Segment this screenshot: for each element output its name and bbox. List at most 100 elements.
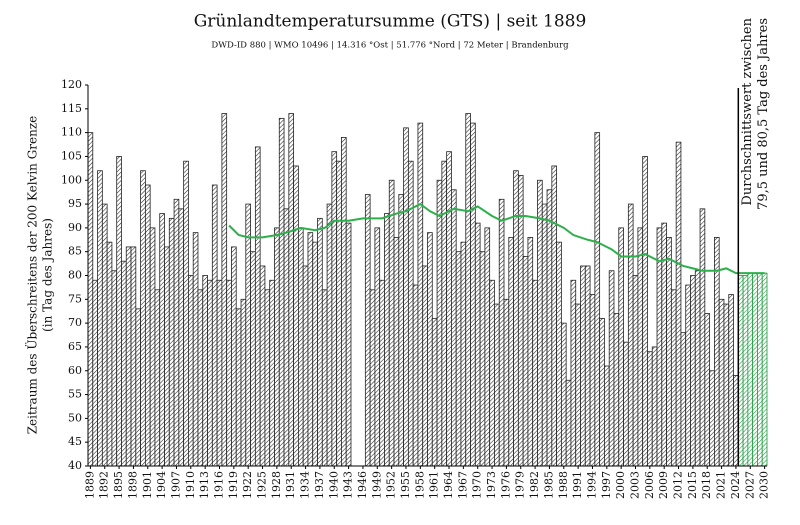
bar bbox=[364, 194, 371, 467]
x-tick-label: 1988 bbox=[557, 471, 570, 499]
bar bbox=[231, 246, 237, 467]
bar bbox=[470, 122, 476, 467]
bar bbox=[135, 308, 141, 467]
bar bbox=[723, 303, 730, 467]
bar bbox=[226, 279, 232, 467]
bar bbox=[422, 265, 428, 467]
x-tick-label: 1919 bbox=[227, 471, 240, 499]
bar bbox=[336, 160, 342, 467]
bar bbox=[92, 279, 98, 467]
y-tick-label: 45 bbox=[68, 435, 82, 448]
bar bbox=[694, 270, 701, 467]
bar bbox=[728, 294, 734, 467]
x-tick-label: 2015 bbox=[686, 471, 699, 499]
bar bbox=[565, 379, 572, 467]
y-tick-label: 40 bbox=[68, 459, 82, 472]
x-tick-label: 2006 bbox=[643, 471, 656, 499]
x-tick-label: 1892 bbox=[98, 471, 111, 499]
bar bbox=[460, 241, 467, 467]
bar bbox=[379, 279, 385, 467]
y-tick-label: 75 bbox=[68, 292, 82, 305]
y-tick-label: 105 bbox=[61, 149, 82, 162]
bar bbox=[116, 156, 122, 467]
bar bbox=[211, 184, 218, 467]
y-tick-label: 85 bbox=[68, 245, 82, 258]
x-tick-label: 1895 bbox=[112, 471, 125, 499]
bar bbox=[173, 198, 180, 467]
x-tick-label: 1997 bbox=[600, 471, 613, 499]
bar bbox=[293, 165, 299, 467]
x-tick-label: 1979 bbox=[514, 471, 527, 499]
chart-title: Grünlandtemperatursumme (GTS) | seit 188… bbox=[194, 12, 587, 32]
x-tick-label: 2018 bbox=[700, 471, 713, 499]
chart-subtitle: DWD-ID 880 | WMO 10496 | 14.316 °Ost | 5… bbox=[211, 41, 569, 51]
x-tick-label: 1955 bbox=[399, 471, 412, 499]
bar bbox=[637, 227, 644, 467]
bar bbox=[235, 308, 242, 467]
x-tick-label: 1958 bbox=[413, 471, 426, 499]
bar bbox=[427, 232, 433, 467]
bar bbox=[369, 289, 376, 467]
x-tick-label: 1961 bbox=[428, 471, 441, 499]
bar bbox=[508, 236, 514, 467]
y-tick-label: 120 bbox=[61, 78, 82, 91]
bar bbox=[680, 332, 687, 467]
bar bbox=[297, 227, 304, 467]
bar bbox=[632, 275, 639, 467]
x-tick-label: 2030 bbox=[758, 471, 771, 499]
x-tick-label: 1931 bbox=[284, 471, 297, 499]
bar bbox=[164, 246, 170, 467]
bar bbox=[608, 270, 615, 467]
bar bbox=[388, 179, 395, 467]
bar bbox=[159, 213, 165, 467]
bar bbox=[341, 136, 347, 467]
bar bbox=[718, 298, 725, 467]
bar bbox=[417, 122, 424, 467]
y-axis-label: (in Tag des Jahres) bbox=[41, 218, 55, 332]
bar bbox=[106, 241, 113, 467]
bar bbox=[498, 198, 505, 467]
bar bbox=[307, 232, 314, 467]
y-tick-label: 60 bbox=[68, 364, 82, 377]
x-tick-label: 1952 bbox=[385, 471, 398, 499]
bar bbox=[111, 270, 118, 467]
bar bbox=[647, 351, 653, 467]
bar bbox=[494, 303, 500, 467]
x-tick-label: 1907 bbox=[169, 471, 182, 499]
projection-bar bbox=[761, 272, 768, 467]
bar bbox=[441, 160, 448, 467]
y-tick-label: 100 bbox=[61, 173, 82, 186]
x-tick-label: 1994 bbox=[585, 471, 598, 499]
bar bbox=[479, 251, 486, 467]
x-tick-label: 1922 bbox=[241, 471, 254, 499]
x-tick-label: 1901 bbox=[141, 471, 154, 499]
bar bbox=[87, 132, 94, 467]
bar bbox=[436, 179, 443, 467]
bar bbox=[121, 260, 127, 467]
bar bbox=[604, 365, 610, 467]
bar bbox=[484, 227, 491, 467]
bar bbox=[398, 194, 404, 467]
x-tick-label: 1991 bbox=[571, 471, 584, 499]
bar bbox=[584, 265, 591, 467]
y-tick-label: 50 bbox=[68, 411, 82, 424]
y-tick-label: 110 bbox=[61, 126, 82, 139]
y-tick-label: 90 bbox=[68, 221, 82, 234]
x-tick-label: 1940 bbox=[327, 471, 340, 499]
x-tick-label: 2003 bbox=[629, 471, 642, 499]
bar bbox=[690, 275, 696, 467]
bar bbox=[245, 203, 251, 467]
projection-bar bbox=[747, 272, 754, 467]
bar bbox=[455, 251, 462, 467]
x-tick-label: 1973 bbox=[485, 471, 498, 499]
bar bbox=[288, 113, 295, 467]
projection-bar bbox=[752, 272, 758, 467]
bar bbox=[317, 217, 323, 467]
y-tick-label: 70 bbox=[68, 316, 82, 329]
bar bbox=[594, 132, 601, 467]
x-tick-label: 2024 bbox=[729, 471, 742, 499]
bar bbox=[570, 279, 577, 467]
bar bbox=[221, 113, 228, 467]
bar bbox=[140, 170, 146, 467]
